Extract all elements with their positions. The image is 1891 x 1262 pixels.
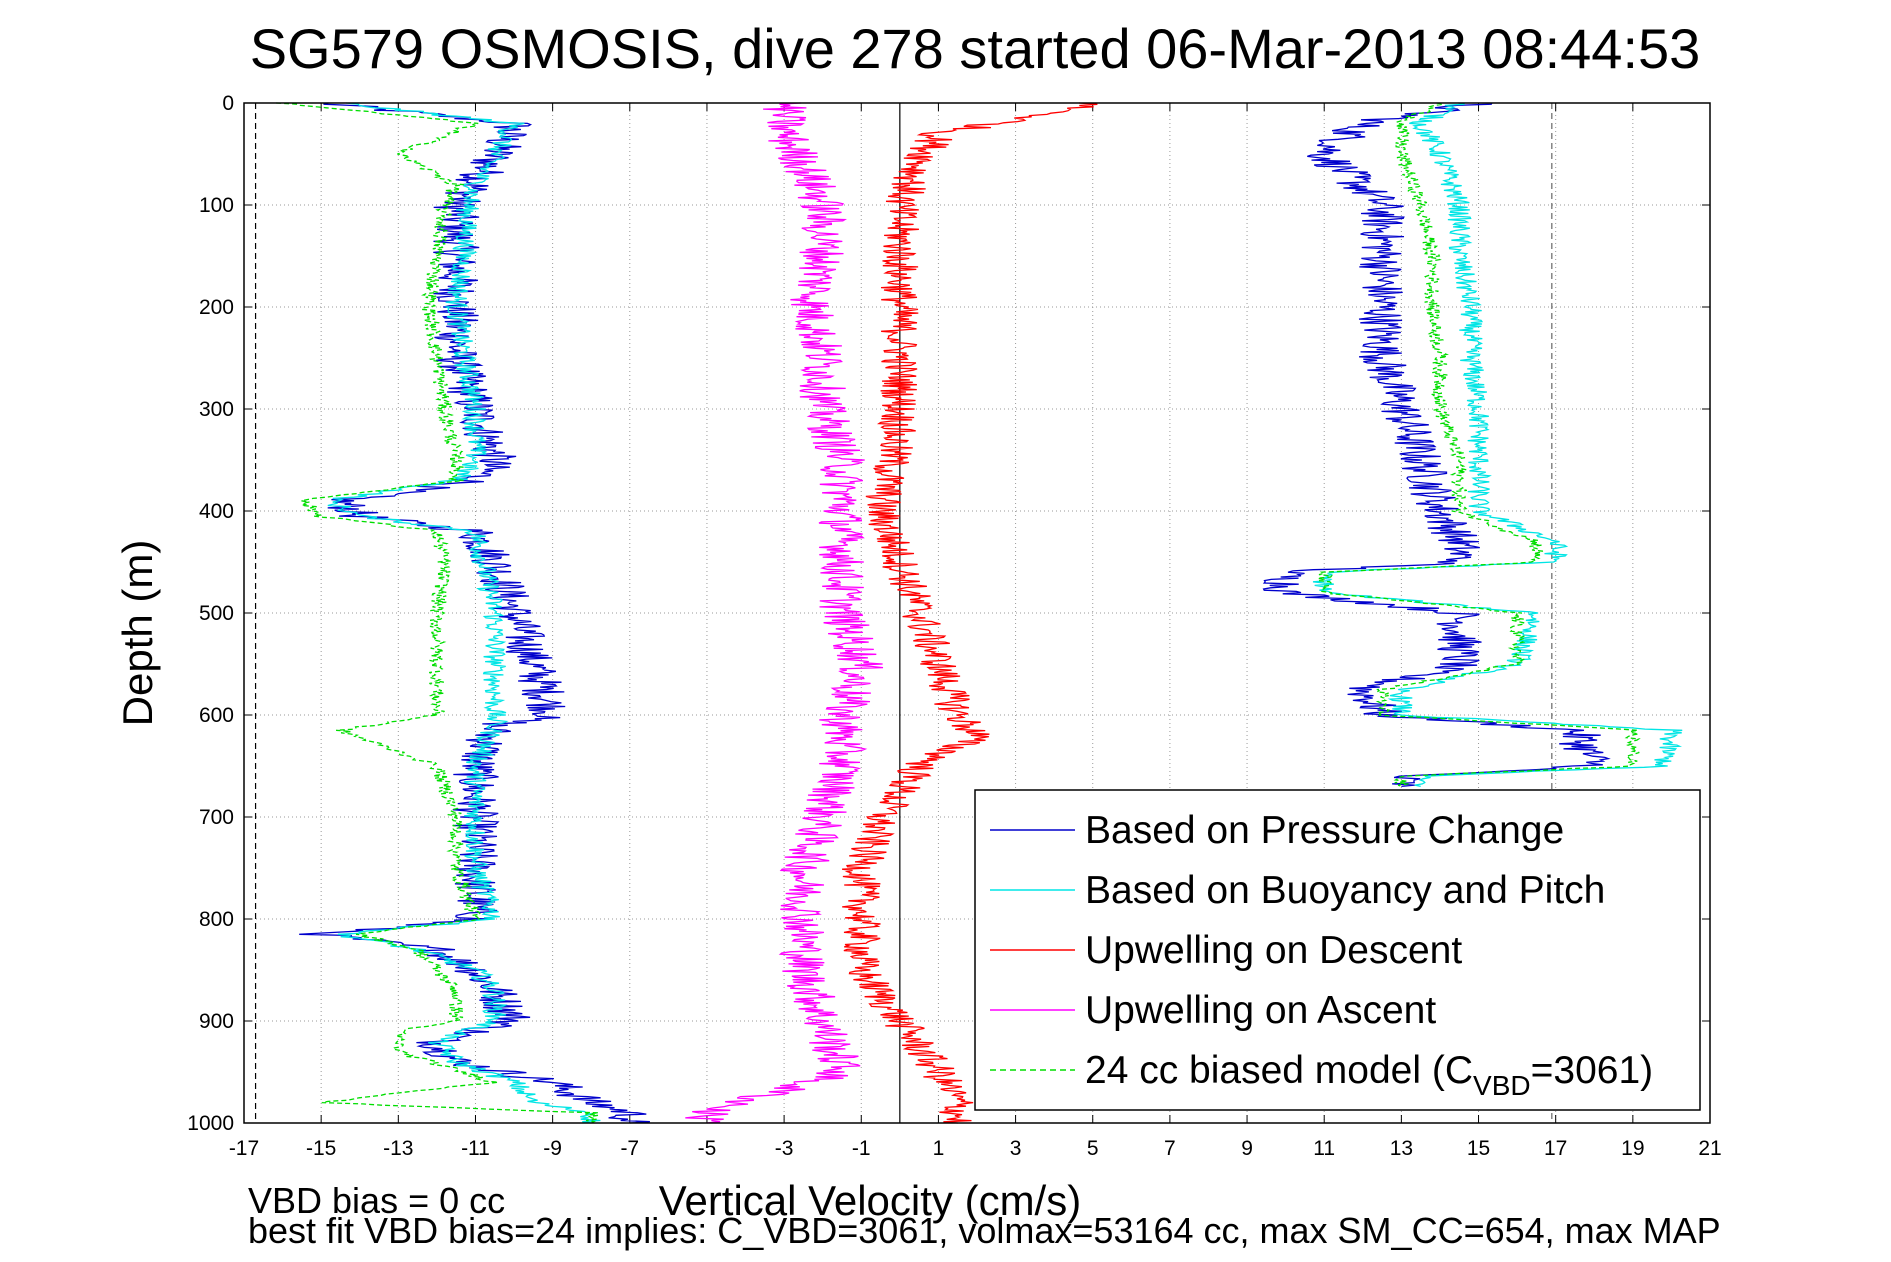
series-line-4-ascent xyxy=(1317,102,1641,788)
series-line-3-descent xyxy=(685,102,884,1124)
x-tick-label: 21 xyxy=(1698,1137,1721,1160)
y-tick-label: 1000 xyxy=(187,1112,234,1135)
x-tick-label: 1 xyxy=(933,1137,945,1160)
y-tick-label: 500 xyxy=(199,602,234,625)
series-line-1-descent xyxy=(327,102,601,1124)
x-tick-label: 5 xyxy=(1087,1137,1099,1160)
chart-title: SG579 OSMOSIS, dive 278 started 06-Mar-2… xyxy=(250,17,1701,80)
y-axis-label: Depth (m) xyxy=(114,540,161,727)
y-tick-label: 700 xyxy=(199,806,234,829)
y-tick-label: 800 xyxy=(199,908,234,931)
x-tick-label: -5 xyxy=(698,1137,717,1160)
x-tick-label: -11 xyxy=(461,1137,490,1160)
plot-frame xyxy=(243,102,1711,1124)
x-tick-label: 9 xyxy=(1241,1137,1253,1160)
x-tick-label: 7 xyxy=(1164,1137,1176,1160)
x-axis-label: Vertical Velocity (cm/s) xyxy=(659,1177,1081,1224)
series-line-4-descent xyxy=(276,102,599,1124)
y-tick-label: 0 xyxy=(222,92,234,115)
x-tick-label: 3 xyxy=(1010,1137,1022,1160)
x-tick-label: -17 xyxy=(229,1137,259,1160)
series-line-0-descent xyxy=(299,102,650,1124)
y-tick-label: 900 xyxy=(199,1010,234,1033)
y-tick-label: 200 xyxy=(199,296,234,319)
x-tick-label: -9 xyxy=(543,1137,562,1160)
series-line-2-descent xyxy=(842,102,1098,1124)
y-tick-label: 100 xyxy=(199,194,234,217)
series-group xyxy=(276,102,1683,1124)
x-tick-label: -7 xyxy=(620,1137,639,1160)
x-tick-label: 11 xyxy=(1313,1137,1335,1160)
x-tick-label: 17 xyxy=(1544,1137,1567,1160)
series-line-0-ascent xyxy=(1262,102,1611,788)
legend-label: Based on Pressure Change xyxy=(1085,809,1564,852)
legend-box xyxy=(974,789,1701,1111)
y-tick-label: 600 xyxy=(199,704,234,727)
x-tick-label: -3 xyxy=(775,1137,794,1160)
best-fit-annotation: best fit VBD bias=24 implies: C_VBD=3061… xyxy=(248,1210,1721,1251)
x-tick-label: 19 xyxy=(1621,1137,1644,1160)
legend-label: Upwelling on Ascent xyxy=(1085,989,1436,1032)
x-tick-labels: -17 -15 -13 -11 -9 -7 -5 -3 -1 1 3 5 7 9 11 13 15 17 19 21 xyxy=(229,1137,1722,1160)
y-tick-label: 400 xyxy=(199,500,234,523)
y-tick-label: 300 xyxy=(199,398,234,421)
x-tick-label: -1 xyxy=(852,1137,871,1160)
vbd-bias-annotation: VBD bias = 0 cc xyxy=(248,1180,505,1221)
y-tick-labels: 0 100 200 300 400 500 600 700 800 900 1000 xyxy=(187,92,234,1135)
x-tick-label: -15 xyxy=(306,1137,336,1160)
legend: Based on Pressure Change Based on Buoyanc… xyxy=(974,789,1701,1111)
x-tick-label: 13 xyxy=(1390,1137,1413,1160)
legend-label: Based on Buoyancy and Pitch xyxy=(1085,869,1605,912)
series-line-1-ascent xyxy=(1312,102,1683,788)
legend-label: 24 cc biased model (CVBD=3061) xyxy=(1085,1049,1653,1101)
legend-label: Upwelling on Descent xyxy=(1085,929,1462,972)
x-tick-label: -13 xyxy=(383,1137,413,1160)
x-tick-label: 15 xyxy=(1467,1137,1490,1160)
